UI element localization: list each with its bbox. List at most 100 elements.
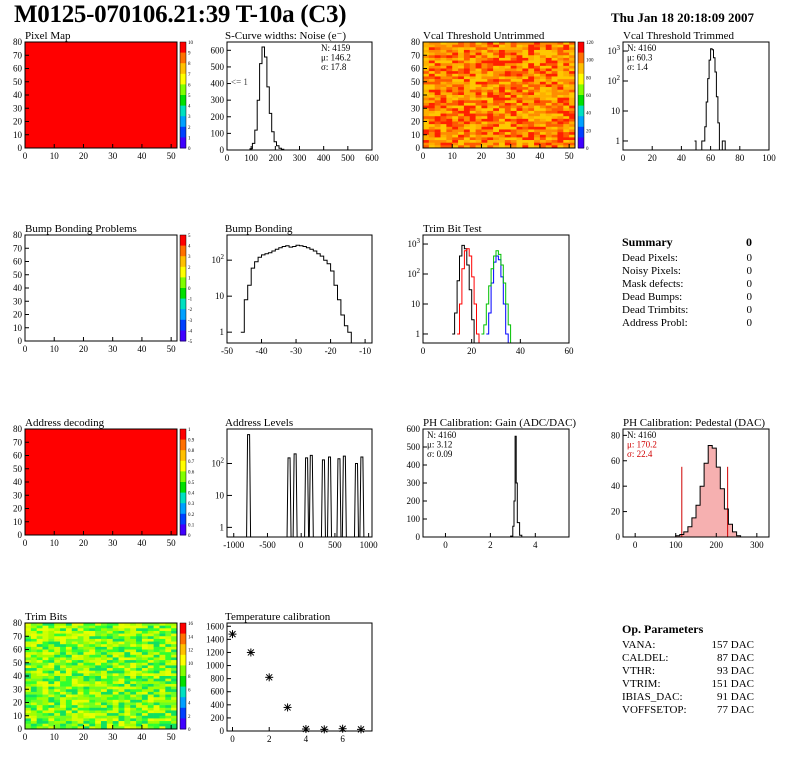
heatmap-cell (440, 145, 447, 149)
heatmap-cell (481, 60, 488, 64)
heatmap-cell (469, 60, 476, 64)
chart-title: Temperature calibration (225, 611, 331, 623)
summary-value: 0 (746, 265, 753, 277)
y-tick-label: 30 (13, 490, 23, 500)
heatmap-cell (153, 649, 160, 653)
heatmap-cell (159, 721, 166, 724)
heatmap-cell (475, 102, 482, 106)
heatmap-cell (469, 92, 476, 96)
heatmap-cell (493, 132, 500, 136)
heatmap-cell (545, 84, 552, 88)
param-value: 151 DAC (711, 678, 754, 690)
heatmap-cell (481, 84, 488, 88)
heatmap-cell (481, 121, 488, 125)
heatmap-cell (504, 145, 511, 149)
heatmap-cell (118, 683, 125, 687)
heatmap-cell (25, 673, 32, 677)
heatmap-cell (569, 124, 576, 128)
heatmap-cell (528, 121, 535, 125)
heatmap-cell (30, 636, 37, 640)
heatmap-cell (48, 660, 55, 664)
colorbar-segment (180, 256, 186, 268)
heatmap-cell (434, 124, 441, 128)
heatmap-cell (165, 715, 172, 719)
heatmap-cell (563, 71, 570, 75)
heatmap-cell (30, 713, 37, 717)
heatmap-cell (434, 110, 441, 114)
colorbar-segment (180, 460, 186, 472)
heatmap-cell (428, 140, 435, 143)
y-tick-label: 60 (611, 456, 621, 466)
x-tick-label: 30 (108, 344, 118, 354)
heatmap-cell (48, 707, 55, 711)
heatmap-cell (89, 683, 96, 687)
heatmap-cell (458, 49, 465, 53)
heatmap-cell (487, 84, 494, 88)
heatmap-cell (112, 689, 119, 693)
heatmap-cell (165, 683, 172, 687)
heatmap-cell (475, 118, 482, 122)
heatmap-cell (54, 662, 61, 666)
heatmap-cell (136, 705, 143, 709)
heatmap-cell (159, 715, 166, 719)
heatmap-cell (446, 65, 453, 69)
heatmap-cell (54, 699, 61, 703)
heatmap-cell (493, 60, 500, 64)
colorbar-segment (180, 126, 186, 138)
heatmap-cell (446, 140, 453, 143)
colorbar-segment (578, 42, 584, 54)
heatmap-cell (510, 81, 517, 85)
heatmap-cell (77, 646, 84, 650)
heatmap-cell (499, 142, 506, 146)
heatmap-cell (499, 113, 506, 117)
heatmap-cell (504, 65, 511, 69)
heatmap-cell (504, 84, 511, 88)
heatmap-cell (118, 702, 125, 706)
x-tick-label: 200 (269, 153, 283, 163)
y-tick-label: 40 (13, 90, 23, 100)
heatmap-cell (434, 105, 441, 109)
heatmap-cell (487, 137, 494, 141)
heatmap-cell (136, 681, 143, 685)
colorbar-tick-label: 6 (188, 688, 191, 693)
heatmap-cell (493, 84, 500, 88)
heatmap-cell (475, 100, 482, 104)
heatmap-cell (77, 623, 84, 626)
heatmap-cell (458, 89, 465, 93)
heatmap-cell (48, 723, 55, 727)
heatmap-cell (36, 641, 43, 645)
heatmap-cell (446, 121, 453, 125)
heatmap-cell (446, 142, 453, 146)
colorbar-segment (180, 686, 186, 698)
heatmap-cell (141, 628, 149, 632)
heatmap-cell (458, 81, 465, 85)
y-tick-label: 800 (211, 674, 225, 684)
heatmap-cell (475, 65, 482, 69)
heatmap-cell (159, 676, 166, 679)
heatmap-cell (522, 97, 529, 101)
colorbar-frame (179, 234, 187, 342)
heatmap-cell (528, 81, 535, 85)
heatmap-cell (510, 89, 517, 93)
heatmap-cell (423, 68, 430, 72)
heatmap-cell (499, 44, 506, 48)
heatmap-cell (493, 68, 500, 72)
heatmap-cell (118, 654, 125, 658)
heatmap-cell (171, 723, 178, 727)
heatmap-cell (136, 668, 143, 671)
heatmap-cell (463, 71, 471, 75)
heatmap-cell (499, 126, 506, 130)
heatmap-cell (463, 132, 471, 136)
heatmap-cell (60, 699, 67, 703)
heatmap-cell (106, 691, 113, 695)
heatmap-cell (77, 699, 84, 703)
heatmap-cell (423, 113, 430, 117)
heatmap-cell (30, 691, 37, 695)
heatmap-cell (124, 681, 131, 685)
heatmap-cell (569, 57, 576, 61)
heatmap-cell (165, 623, 172, 626)
heatmap-cell (434, 79, 441, 83)
param-row: VTHR: 93 DAC (622, 665, 754, 678)
heatmap-cell (71, 707, 78, 711)
heatmap-cell (124, 644, 131, 648)
